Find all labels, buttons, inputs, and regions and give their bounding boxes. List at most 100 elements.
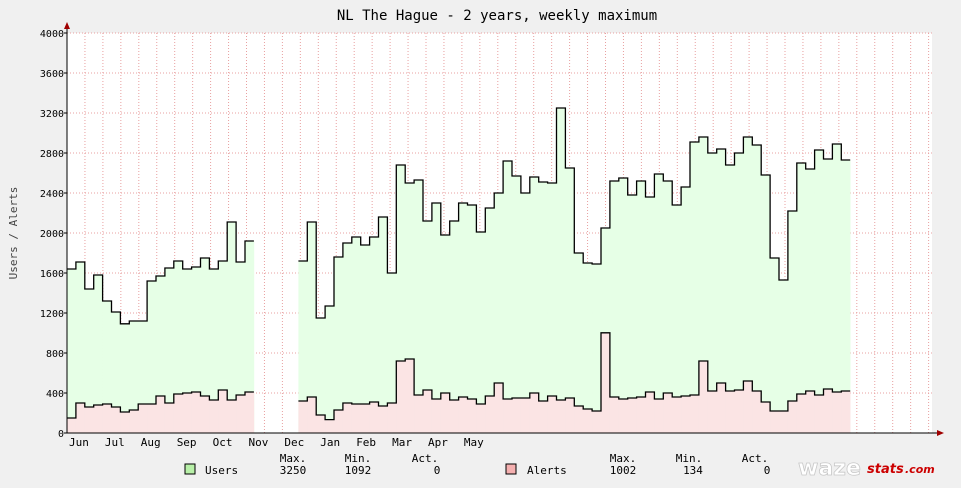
area-alerts-42 bbox=[440, 393, 450, 433]
area-alerts-62 bbox=[618, 399, 628, 433]
area-alerts-58 bbox=[583, 409, 593, 433]
area-users-39 bbox=[414, 180, 424, 433]
area-alerts-36 bbox=[387, 403, 397, 433]
area-alerts-74 bbox=[725, 391, 735, 433]
area-alerts-30 bbox=[334, 410, 344, 433]
area-users-27 bbox=[307, 222, 317, 433]
area-users-31 bbox=[342, 243, 353, 433]
area-alerts-87 bbox=[841, 391, 851, 433]
area-alerts-33 bbox=[360, 404, 370, 433]
y-tick-labels: 0 400 800 1200 1600 2000 2400 2800 3200 3600 4000 bbox=[40, 29, 67, 440]
area-alerts-26 bbox=[298, 401, 308, 433]
area-alerts-28 bbox=[316, 415, 326, 433]
y-tick-label-4000: 4000 bbox=[40, 29, 64, 40]
y-tick-label-400: 400 bbox=[46, 389, 64, 400]
x-tick-label-feb: Feb bbox=[356, 436, 376, 449]
area-users-60 bbox=[601, 228, 611, 433]
area-users-0 bbox=[67, 269, 77, 433]
area-alerts-80 bbox=[779, 411, 789, 433]
area-users-41 bbox=[431, 203, 442, 433]
area-alerts-20 bbox=[245, 392, 255, 433]
area-alerts-60 bbox=[601, 332, 611, 433]
area-alerts-2 bbox=[84, 407, 94, 433]
area-users-65 bbox=[645, 197, 655, 433]
area-users-63 bbox=[627, 195, 637, 433]
area-users-56 bbox=[565, 168, 575, 433]
area-users-1 bbox=[75, 262, 86, 433]
area-alerts-55 bbox=[556, 400, 566, 433]
area-users-18 bbox=[227, 222, 237, 433]
area-users-46 bbox=[476, 232, 486, 433]
area-users-37 bbox=[396, 165, 406, 433]
area-users-45 bbox=[467, 205, 477, 433]
x-tick-label-apr: Apr bbox=[428, 436, 448, 449]
legend-alerts-name: Alerts bbox=[527, 464, 567, 477]
chart-title: NL The Hague - 2 years, weekly maximum bbox=[337, 8, 657, 24]
area-users-47 bbox=[485, 208, 495, 433]
area-alerts-63 bbox=[627, 398, 637, 433]
area-users-4 bbox=[102, 301, 112, 433]
area-alerts-86 bbox=[832, 392, 842, 433]
series-line-users bbox=[67, 107, 851, 325]
area-alerts-72 bbox=[707, 391, 717, 433]
area-users-66 bbox=[654, 174, 664, 433]
series-line-alerts bbox=[67, 332, 851, 421]
area-users-34 bbox=[369, 237, 379, 433]
area-users-26 bbox=[298, 261, 308, 433]
area-users-7 bbox=[129, 321, 139, 433]
area-users-68 bbox=[672, 205, 682, 433]
x-tick-label-oct: Oct bbox=[213, 436, 233, 449]
y-tick-label-1200: 1200 bbox=[40, 309, 64, 320]
area-users-78 bbox=[761, 175, 771, 433]
area-alerts-59 bbox=[592, 411, 602, 433]
area-alerts-79 bbox=[770, 411, 780, 433]
area-alerts-8 bbox=[138, 404, 148, 433]
area-alerts-78 bbox=[761, 402, 771, 433]
y-axis-arrow bbox=[64, 22, 70, 29]
area-alerts-19 bbox=[236, 395, 246, 433]
area-users-40 bbox=[423, 221, 433, 433]
area-alerts-7 bbox=[129, 410, 139, 433]
legend-users-act-header: Act. bbox=[412, 452, 439, 465]
area-users-59 bbox=[592, 264, 602, 433]
area-alerts-1 bbox=[75, 403, 86, 433]
area-users-14 bbox=[191, 267, 201, 433]
x-tick-label-dec: Dec bbox=[284, 436, 304, 449]
legend-alerts-swatch bbox=[505, 463, 517, 475]
area-users-19 bbox=[236, 262, 246, 433]
area-alerts-51 bbox=[520, 398, 531, 433]
area-alerts-81 bbox=[787, 401, 798, 433]
area-alerts-15 bbox=[200, 396, 210, 433]
area-alerts-14 bbox=[191, 392, 201, 433]
area-users-87 bbox=[841, 160, 851, 433]
area-users-50 bbox=[512, 176, 522, 433]
area-users-29 bbox=[325, 306, 335, 433]
area-alerts-49 bbox=[503, 399, 513, 433]
area-users-32 bbox=[351, 237, 361, 433]
area-users-17 bbox=[218, 261, 228, 433]
area-users-71 bbox=[698, 137, 709, 433]
area-alerts-29 bbox=[325, 419, 335, 433]
area-users-85 bbox=[823, 159, 833, 433]
area-alerts-11 bbox=[164, 403, 175, 433]
area-users-67 bbox=[663, 181, 673, 433]
legend-alerts-act: 0 bbox=[764, 464, 771, 477]
area-alerts-73 bbox=[716, 383, 726, 433]
y-tick-label-2000: 2000 bbox=[40, 229, 64, 240]
legend-alerts-min: 134 bbox=[683, 464, 703, 477]
area-alerts-70 bbox=[690, 395, 700, 433]
area-users-35 bbox=[378, 217, 388, 433]
area-users-28 bbox=[316, 318, 326, 433]
area-alerts-16 bbox=[209, 400, 219, 433]
area-alerts-77 bbox=[752, 391, 762, 433]
area-alerts-53 bbox=[538, 401, 548, 433]
area-users-10 bbox=[156, 276, 166, 433]
area-alerts-82 bbox=[796, 394, 806, 433]
area-users-75 bbox=[734, 153, 744, 433]
area-alerts-83 bbox=[805, 391, 815, 433]
area-alerts-41 bbox=[431, 399, 442, 433]
x-tick-label-jan: Jan bbox=[320, 436, 340, 449]
y-tick-label-2800: 2800 bbox=[40, 149, 64, 160]
area-users-13 bbox=[182, 269, 192, 433]
area-users-62 bbox=[618, 178, 628, 433]
